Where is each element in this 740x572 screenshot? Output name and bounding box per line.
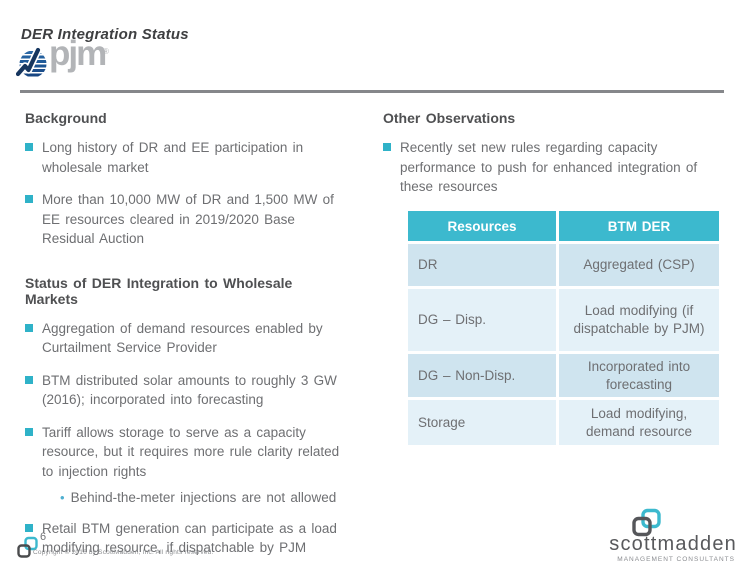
resources-table: Resources BTM DER DR Aggregated (CSP) DG… (405, 208, 722, 448)
scottmadden-mini-logo-icon (17, 536, 38, 558)
table-row: DG – Non-Disp. Incorporated into forecas… (408, 354, 719, 397)
bullet-item: More than 10,000 MW of DR and 1,500 MW o… (25, 190, 343, 249)
slide-title: DER Integration Status (21, 26, 189, 43)
bullet-item: Long history of DR and EE participation … (25, 138, 343, 177)
left-column: Background Long history of DR and EE par… (25, 110, 343, 571)
pjm-logo: pjm ® (16, 34, 166, 87)
bullet-text: More than 10,000 MW of DR and 1,500 MW o… (42, 192, 334, 246)
page-number: 6 (40, 531, 47, 543)
bullet-square-icon (25, 143, 33, 151)
bullet-text: Retail BTM generation can participate as… (42, 520, 337, 556)
bullet-text: Recently set new rules regarding capacit… (400, 140, 698, 194)
table-header-row: Resources BTM DER (408, 211, 719, 241)
table-cell-resource: DG – Non-Disp. (408, 354, 556, 397)
bullet-text: Aggregation of demand resources enabled … (42, 320, 323, 356)
bullet-square-icon (25, 427, 33, 436)
table-cell-value: Load modifying, demand resource (559, 400, 719, 445)
bullet-item: Retail BTM generation can participate as… (25, 519, 343, 558)
scottmadden-logo-icon (632, 508, 661, 537)
bullet-item: BTM distributed solar amounts to roughly… (25, 371, 343, 410)
pjm-wordmark: pjm (49, 34, 107, 73)
header-divider (20, 90, 724, 93)
table-row: DG – Disp. Load modifying (if dispatchab… (408, 289, 719, 351)
background-heading: Background (25, 110, 107, 126)
bullet-square-icon (25, 195, 33, 203)
table-row: DR Aggregated (CSP) (408, 244, 719, 286)
bullet-square-icon (25, 523, 33, 532)
table-cell-resource: Storage (408, 400, 556, 445)
table-cell-resource: DR (408, 244, 556, 286)
bullet-item: Recently set new rules regarding capacit… (383, 138, 701, 197)
scottmadden-tagline: MANAGEMENT CONSULTANTS (617, 556, 735, 563)
bullet-item: Aggregation of demand resources enabled … (25, 319, 343, 358)
bullet-item: Tariff allows storage to serve as a capa… (25, 423, 343, 482)
table-cell-value: Load modifying (if dispatchable by PJM) (559, 289, 719, 351)
table-cell-value: Incorporated into forecasting (559, 354, 719, 397)
bullet-square-icon (383, 143, 391, 151)
pjm-globe-icon (16, 46, 47, 78)
right-column: Other Observations Recently set new rule… (383, 110, 701, 210)
sub-bullet-dot-icon: • (60, 490, 65, 505)
table-row: Storage Load modifying, demand resource (408, 400, 719, 445)
copyright-text: Copyright © 2016 by ScottMadden, Inc. Al… (33, 549, 214, 556)
observations-heading: Other Observations (383, 110, 516, 126)
sub-bullet-item: • Behind-the-meter injections are not al… (60, 488, 343, 508)
table-header-resources: Resources (408, 211, 556, 241)
table-cell-resource: DG – Disp. (408, 289, 556, 351)
bullet-text: Long history of DR and EE participation … (42, 140, 304, 175)
table-cell-value: Aggregated (CSP) (559, 244, 719, 286)
bullet-square-icon (25, 375, 33, 384)
table-header-btm-der: BTM DER (559, 211, 719, 241)
pjm-registered-mark: ® (103, 47, 109, 56)
bullet-square-icon (25, 323, 33, 332)
sub-bullet-text: Behind-the-meter injections are not allo… (70, 490, 337, 505)
status-heading: Status of DER Integration to Wholesale M… (25, 274, 293, 307)
scottmadden-wordmark: scottmadden (609, 533, 737, 555)
bullet-text: BTM distributed solar amounts to roughly… (42, 372, 337, 408)
bullet-text: Tariff allows storage to serve as a capa… (42, 424, 340, 479)
